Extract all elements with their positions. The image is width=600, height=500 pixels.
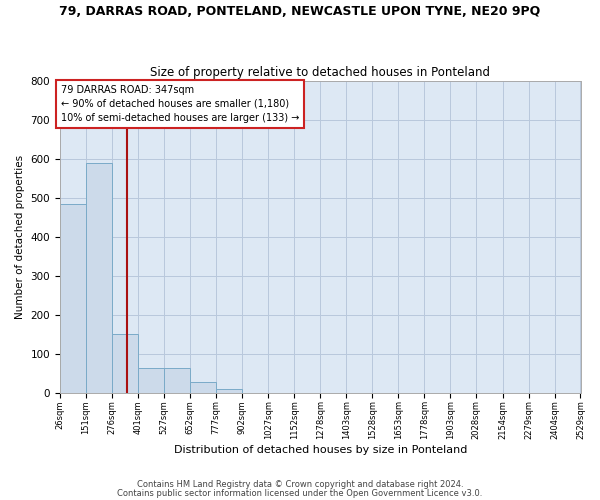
Text: Contains public sector information licensed under the Open Government Licence v3: Contains public sector information licen… (118, 488, 482, 498)
Y-axis label: Number of detached properties: Number of detached properties (15, 154, 25, 319)
Bar (138, 368, 164, 392)
Bar (60, 204, 86, 392)
Bar (190, 382, 216, 392)
X-axis label: Distribution of detached houses by size in Ponteland: Distribution of detached houses by size … (173, 445, 467, 455)
Bar (164, 368, 190, 392)
Title: Size of property relative to detached houses in Ponteland: Size of property relative to detached ho… (150, 66, 490, 78)
Text: 79, DARRAS ROAD, PONTELAND, NEWCASTLE UPON TYNE, NE20 9PQ: 79, DARRAS ROAD, PONTELAND, NEWCASTLE UP… (59, 5, 541, 18)
Text: 79 DARRAS ROAD: 347sqm
← 90% of detached houses are smaller (1,180)
10% of semi-: 79 DARRAS ROAD: 347sqm ← 90% of detached… (61, 85, 299, 123)
Bar (216, 388, 242, 392)
Bar (112, 334, 138, 392)
Bar (86, 163, 112, 392)
Text: Contains HM Land Registry data © Crown copyright and database right 2024.: Contains HM Land Registry data © Crown c… (137, 480, 463, 489)
